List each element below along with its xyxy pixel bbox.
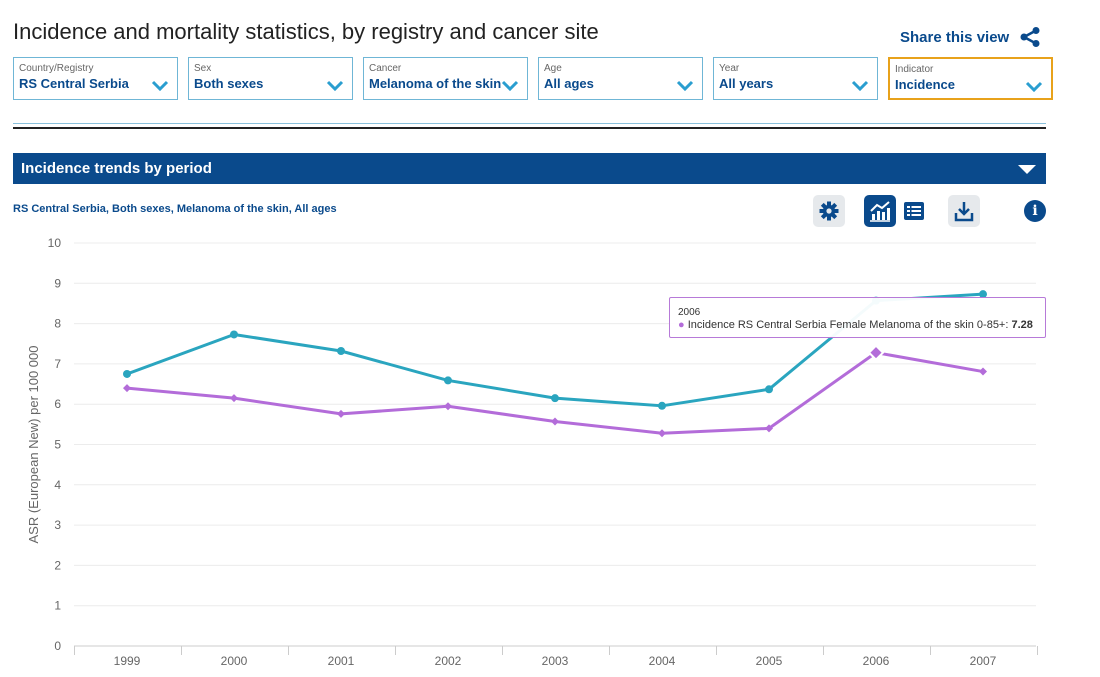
filter-value: Incidence: [895, 77, 955, 92]
filter-label: Cancer: [369, 63, 402, 74]
chevron-down-icon: [326, 80, 344, 92]
chart-tooltip: 2006 ● Incidence RS Central Serbia Femal…: [669, 297, 1046, 338]
chevron-down-icon: [151, 80, 169, 92]
x-tick-label: 2002: [435, 654, 462, 668]
download-button[interactable]: [948, 195, 980, 227]
filter-value: Melanoma of the skin: [369, 76, 502, 91]
filter-label: Country/Registry: [19, 63, 94, 74]
data-point: [658, 429, 666, 438]
gear-icon: [819, 201, 839, 221]
tooltip-value: 7.28: [1011, 319, 1033, 331]
x-tick-label: 2000: [221, 654, 248, 668]
data-point: [765, 424, 773, 433]
filter-label: Indicator: [895, 64, 934, 75]
data-point: [444, 376, 452, 385]
data-point: [551, 394, 559, 403]
table-view-button[interactable]: [898, 195, 930, 227]
x-tick-label: 2003: [542, 654, 569, 668]
age-select[interactable]: Age All ages: [538, 57, 703, 100]
data-point: [979, 290, 987, 299]
filter-value: All years: [719, 76, 774, 91]
line-chart-icon: [870, 201, 890, 222]
y-axis-label: ASR (European New) per 100 000: [26, 345, 41, 543]
share-button[interactable]: Share this view: [900, 26, 1041, 48]
y-tick-label: 0: [54, 639, 61, 653]
data-point: [337, 409, 345, 418]
data-point: [230, 394, 238, 403]
data-point: [123, 369, 131, 378]
data-point: [444, 402, 452, 411]
highlighted-point: [867, 344, 885, 362]
x-tick-label: 2001: [328, 654, 355, 668]
chevron-down-icon: [851, 80, 869, 92]
chevron-down-icon: [1025, 81, 1043, 93]
panel-title: Incidence trends by period: [21, 160, 212, 177]
tooltip-row: ● Incidence RS Central Serbia Female Mel…: [678, 319, 1037, 331]
data-point: [765, 385, 773, 394]
filter-label: Age: [544, 63, 562, 74]
panel-header[interactable]: Incidence trends by period: [13, 153, 1046, 184]
y-tick-label: 7: [54, 357, 61, 371]
y-tick-label: 5: [54, 438, 61, 452]
data-point: [979, 367, 987, 376]
x-tick-label: 2006: [863, 654, 890, 668]
info-icon[interactable]: i: [1024, 200, 1046, 222]
y-tick-label: 1: [54, 599, 61, 613]
filter-bar: Country/Registry RS Central Serbia Sex B…: [13, 57, 1053, 100]
x-tick-label: 1999: [114, 654, 141, 668]
download-icon: [954, 202, 974, 222]
x-tick-label: 2005: [756, 654, 783, 668]
share-icon: [1019, 26, 1041, 48]
chart-subtitle: RS Central Serbia, Both sexes, Melanoma …: [13, 203, 337, 215]
y-tick-label: 10: [48, 236, 62, 250]
data-point: [337, 347, 345, 356]
x-tick-label: 2004: [649, 654, 676, 668]
settings-button[interactable]: [813, 195, 845, 227]
data-point: [230, 330, 238, 339]
divider: [13, 127, 1046, 129]
tooltip-year: 2006: [678, 307, 701, 318]
y-tick-label: 6: [54, 397, 61, 411]
share-label: Share this view: [900, 28, 1010, 46]
indicator-select[interactable]: Indicator Incidence: [888, 57, 1053, 100]
cancer-select[interactable]: Cancer Melanoma of the skin: [363, 57, 528, 100]
divider: [13, 123, 1046, 124]
data-point: [658, 401, 666, 410]
year-select[interactable]: Year All years: [713, 57, 878, 100]
data-point: [123, 384, 131, 393]
sex-select[interactable]: Sex Both sexes: [188, 57, 353, 100]
series-dot-icon: ●: [678, 319, 685, 331]
filter-label: Sex: [194, 63, 212, 74]
y-tick-label: 4: [54, 478, 61, 492]
tooltip-label: Incidence RS Central Serbia Female Melan…: [687, 319, 1012, 331]
collapse-caret-icon[interactable]: [1018, 165, 1036, 174]
x-tick-label: 2007: [970, 654, 997, 668]
country-registry-select[interactable]: Country/Registry RS Central Serbia: [13, 57, 178, 100]
page-title: Incidence and mortality statistics, by r…: [13, 19, 599, 44]
data-point: [551, 417, 559, 426]
filter-label: Year: [719, 63, 740, 74]
y-tick-label: 3: [54, 518, 61, 532]
y-tick-label: 9: [54, 276, 61, 290]
filter-value: RS Central Serbia: [19, 76, 129, 91]
filter-value: Both sexes: [194, 76, 264, 91]
chart-view-button[interactable]: [864, 195, 896, 227]
table-icon: [904, 202, 924, 220]
chart-area: 0 1 2 3 4 5 6 7 8 9 10 1999 2000 2001 2002 2003 2004 2005…: [26, 236, 1038, 668]
chevron-down-icon: [676, 80, 694, 92]
filter-value: All ages: [544, 76, 594, 91]
y-tick-label: 2: [54, 558, 61, 572]
chevron-down-icon: [501, 80, 519, 92]
y-tick-label: 8: [54, 317, 61, 331]
